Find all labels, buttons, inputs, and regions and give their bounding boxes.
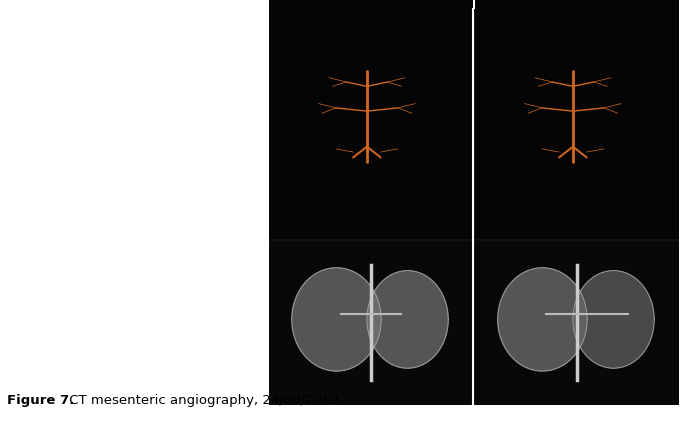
Text: CT mesenteric angiography, 24/09/2019.: CT mesenteric angiography, 24/09/2019. xyxy=(65,394,342,407)
Bar xyxy=(0,0,269,426)
Bar xyxy=(475,241,679,405)
Bar xyxy=(475,0,679,239)
Polygon shape xyxy=(498,268,587,371)
Polygon shape xyxy=(573,271,654,368)
Bar xyxy=(269,9,679,405)
Bar xyxy=(269,241,473,405)
Text: Figure 7.: Figure 7. xyxy=(7,394,74,407)
Polygon shape xyxy=(292,268,381,371)
Bar xyxy=(269,0,473,239)
Polygon shape xyxy=(367,271,448,368)
